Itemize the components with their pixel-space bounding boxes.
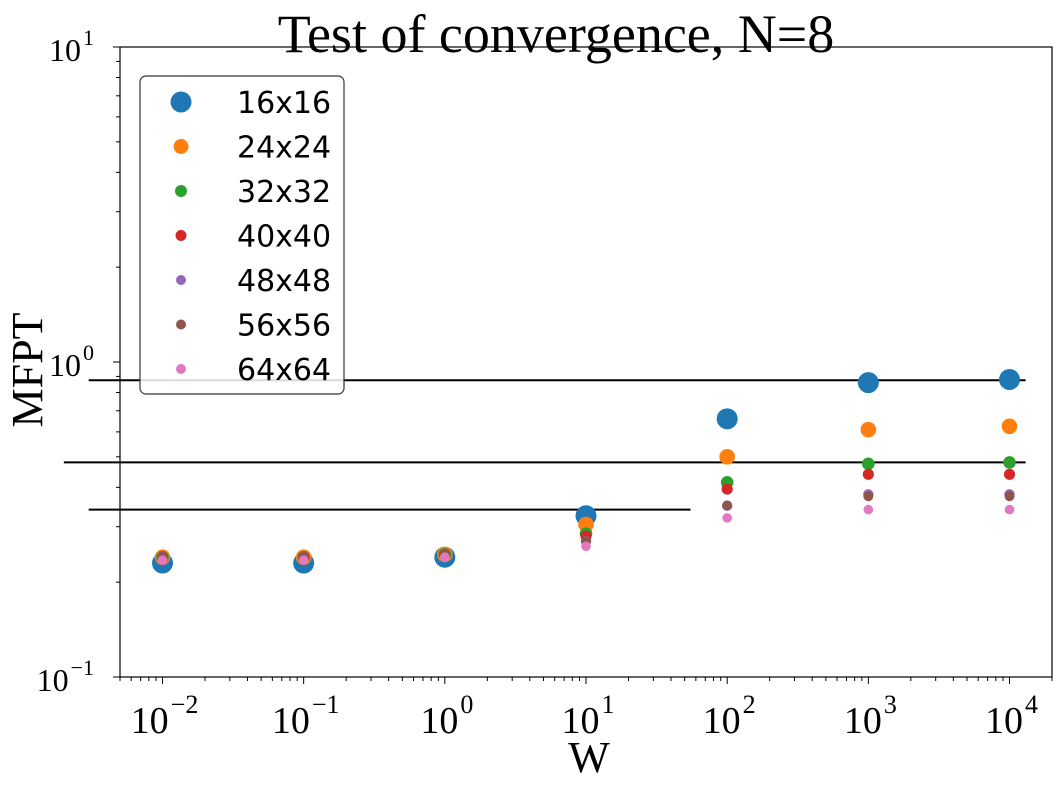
legend-marker-40x40	[175, 230, 187, 241]
legend-marker-56x56	[176, 319, 186, 330]
legend-marker-64x64	[176, 364, 186, 374]
point-16x16-4	[716, 408, 738, 430]
legend-label-56x56: 56x56	[237, 309, 331, 344]
point-24x24-5	[860, 421, 877, 438]
legend-marker-16x16	[170, 91, 192, 113]
chart-title: Test of convergence, N=8	[278, 4, 834, 64]
reference-lines	[63, 379, 1026, 511]
x-tick-label-2: 100	[420, 690, 473, 742]
y-tick-label-1: 100	[49, 340, 94, 383]
point-64x64-5	[863, 504, 874, 515]
legend-marker-24x24	[173, 139, 189, 154]
x-tick-label-5: 103	[844, 690, 897, 742]
point-56x56-4	[722, 500, 733, 511]
point-64x64-2	[440, 552, 450, 563]
point-32x32-6	[1003, 456, 1016, 469]
y-tick-label-0: 10−1	[37, 655, 94, 698]
point-64x64-1	[298, 555, 309, 565]
point-64x64-0	[157, 555, 168, 565]
point-24x24-4	[719, 449, 735, 465]
x-tick-label-0: 10−2	[131, 690, 199, 742]
legend: 16x16 24x24 32x32 40x40 48x48 56x56 64x64	[139, 75, 345, 395]
point-40x40-4	[721, 483, 733, 495]
legend-label-40x40: 40x40	[237, 220, 331, 255]
point-24x24-3	[578, 516, 594, 533]
legend-label-32x32: 32x32	[237, 175, 331, 210]
x-axis-label: W	[568, 733, 610, 782]
point-56x56-5	[863, 491, 874, 502]
x-tick-label-3: 101	[562, 690, 615, 742]
point-24x24-6	[1001, 418, 1018, 435]
point-64x64-6	[1004, 504, 1015, 515]
axis-tick-labels: 10−2 10−1 100 101 102 103 104 10−1 100 101	[37, 25, 1038, 742]
x-tick-label-6: 104	[985, 690, 1038, 742]
y-axis-label: MFPT	[3, 312, 52, 427]
plot-frame	[119, 46, 1053, 678]
data-points	[151, 368, 1021, 574]
legend-box	[139, 75, 345, 395]
x-tick-label-4: 102	[703, 690, 756, 742]
point-64x64-3	[581, 541, 591, 552]
point-56x56-6	[1004, 491, 1015, 502]
y-tick-label-2: 101	[49, 25, 94, 68]
legend-label-64x64: 64x64	[237, 353, 331, 388]
point-32x32-5	[862, 457, 875, 471]
legend-marker-48x48	[176, 275, 186, 285]
point-40x40-5	[862, 468, 874, 480]
point-16x16-5	[857, 372, 879, 394]
x-tick-label-1: 10−1	[272, 690, 340, 742]
point-16x16-6	[999, 368, 1021, 390]
point-64x64-4	[722, 513, 732, 523]
legend-label-24x24: 24x24	[237, 131, 331, 166]
legend-label-16x16: 16x16	[237, 86, 331, 121]
legend-marker-32x32	[175, 185, 187, 197]
axis-ticks	[113, 46, 1053, 684]
legend-label-48x48: 48x48	[237, 264, 331, 299]
point-40x40-6	[1003, 468, 1016, 480]
